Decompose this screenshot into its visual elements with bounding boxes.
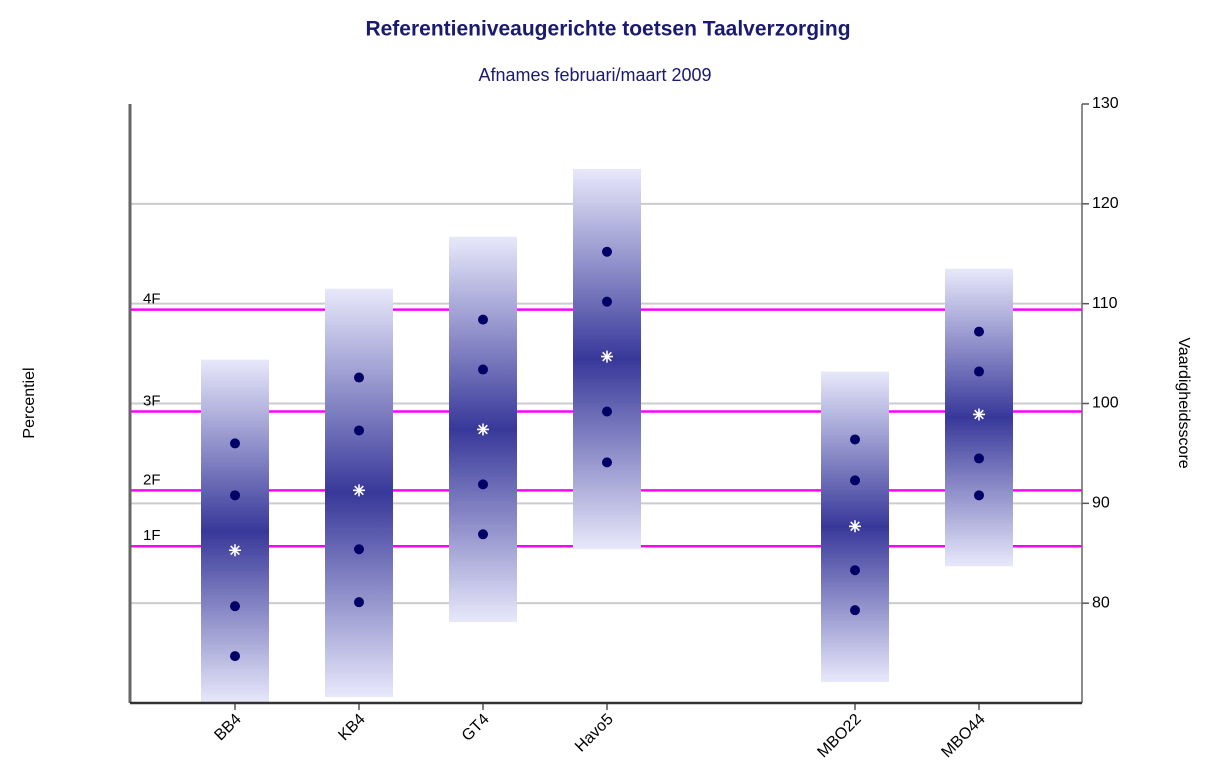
x-tick-label: BB4 [211,711,244,744]
y-tick-label: 80 [1092,594,1110,611]
percentile-point [230,651,240,662]
y-tick-label: 90 [1092,495,1110,512]
x-tick-label: KB4 [335,711,368,744]
reference-label: 3F [143,392,161,409]
percentile-point [602,457,612,468]
percentile-point [230,438,240,449]
percentile-point [478,364,488,375]
x-tick-label: GT4 [459,711,493,745]
percentile-point [602,246,612,257]
percentile-point [602,296,612,307]
percentile-point [974,366,984,377]
median-star [849,520,861,533]
percentile-point [850,475,860,486]
reference-label: 1F [143,527,161,544]
percentile-point [354,372,364,383]
percentile-point [230,601,240,612]
y-tick-label: 100 [1092,395,1119,412]
chart-subtitle: Afnames februari/maart 2009 [478,65,711,85]
percentile-point [850,605,860,616]
percentile-point [974,453,984,464]
median-star [477,423,489,436]
percentile-point [850,434,860,445]
range-bar [201,359,269,703]
reference-label: 2F [143,471,161,488]
reference-label: 4F [143,291,161,308]
y-axis-label-left: Percentiel [21,367,38,438]
percentile-point [230,490,240,501]
percentile-point [354,597,364,608]
percentile-point [974,326,984,337]
chart-title: Referentieniveaugerichte toetsen Taalver… [365,18,850,41]
median-star [353,484,365,497]
median-star [973,408,985,421]
percentile-point [478,529,488,540]
percentile-point [354,544,364,555]
percentile-point [478,314,488,325]
median-star [601,350,613,363]
percentile-point [354,425,364,436]
percentile-point [850,565,860,576]
y-tick-label: 110 [1092,295,1118,312]
x-tick-label: MBO22 [814,711,864,761]
percentile-point [602,406,612,417]
median-star [229,544,241,557]
y-axis-label-right: Vaardigheidsscore [1175,337,1192,468]
x-tick-label: Havo5 [572,711,617,756]
y-tick-label: 120 [1092,195,1119,212]
percentile-point [974,490,984,501]
x-tick-label: MBO44 [938,711,988,761]
percentile-point [478,479,488,490]
y-tick-label: 130 [1092,95,1119,112]
